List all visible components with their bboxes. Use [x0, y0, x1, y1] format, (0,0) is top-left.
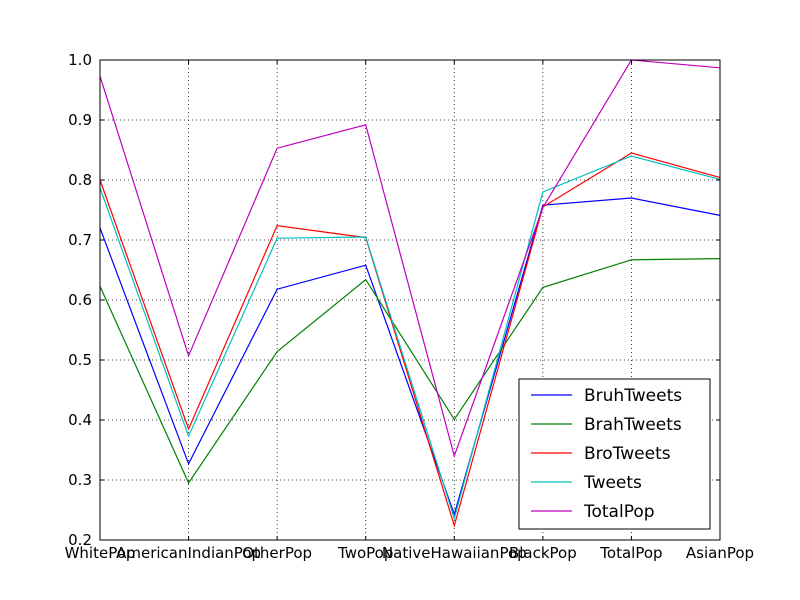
- y-tick-label: 0.2: [68, 531, 92, 549]
- x-tick-label: TwoPop: [337, 544, 393, 562]
- y-tick-label: 0.8: [68, 171, 92, 189]
- legend-box: [518, 378, 711, 530]
- x-tick-label: AsianPop: [686, 544, 754, 562]
- y-tick-label: 0.7: [68, 231, 92, 249]
- y-tick-label: 0.3: [68, 471, 92, 489]
- legend-label: BroTweets: [584, 444, 671, 464]
- series-line-brahtweets: [99, 258, 721, 485]
- x-tick-label: AmericanIndianPop: [116, 544, 261, 562]
- series-line-tweets: [99, 155, 721, 521]
- y-tick-label: 0.9: [68, 111, 92, 129]
- x-tick-label: WhitePop: [65, 544, 136, 562]
- series-line-bruhtweets: [99, 197, 721, 517]
- y-tick-label: 0.6: [68, 291, 92, 309]
- y-tick-labels: 0.2 0.3 0.4 0.5 0.6 0.7 0.8 0.9 1.0: [68, 51, 92, 549]
- axis-ticks: [99, 59, 721, 541]
- x-tick-label: BlackPop: [509, 544, 577, 562]
- legend-label: BruhTweets: [584, 386, 682, 406]
- x-tick-label: OtherPop: [242, 544, 312, 562]
- legend-label: BrahTweets: [584, 415, 682, 435]
- y-tick-label: 1.0: [68, 51, 92, 69]
- legend-label: Tweets: [583, 473, 642, 493]
- legend: BruhTweets BrahTweets BroTweets Tweets Total…: [518, 378, 711, 530]
- series-line-totalpop: [99, 59, 721, 459]
- series-lines: [99, 59, 721, 528]
- x-tick-label: TotalPop: [599, 544, 662, 562]
- x-tick-label: NativeHawaiianPop: [382, 544, 527, 562]
- y-tick-label: 0.4: [68, 411, 92, 429]
- y-tick-label: 0.5: [68, 351, 92, 369]
- legend-label: TotalPop: [583, 502, 655, 522]
